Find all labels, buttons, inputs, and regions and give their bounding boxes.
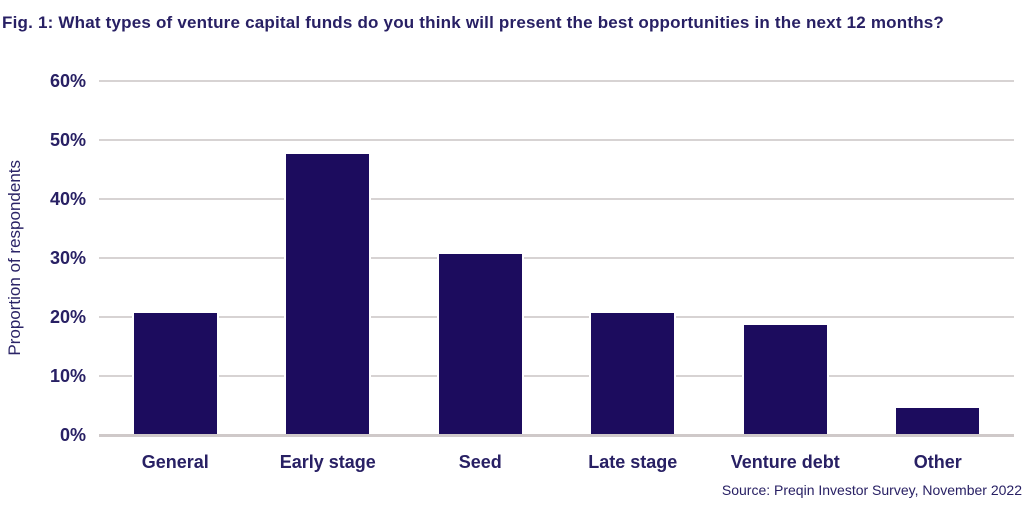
x-category-label: Late stage bbox=[588, 452, 678, 472]
gridline bbox=[99, 316, 1014, 318]
bar-general bbox=[131, 311, 219, 435]
bar-late-stage bbox=[589, 311, 677, 435]
gridline bbox=[99, 80, 1014, 82]
y-tick-label: 60% bbox=[49, 71, 86, 91]
x-category-label: Early stage bbox=[279, 452, 376, 472]
y-axis-tick-labels: 0% 10% 20% 30% 40% 50% 60% bbox=[0, 71, 86, 445]
bar-other bbox=[894, 405, 982, 435]
y-tick-label: 40% bbox=[49, 189, 86, 209]
y-tick-label: 20% bbox=[49, 307, 86, 327]
plot-area bbox=[99, 80, 1014, 435]
x-category-label: Venture debt bbox=[730, 452, 840, 472]
gridline bbox=[99, 139, 1014, 141]
y-tick-label: 10% bbox=[49, 366, 86, 386]
bar-venture-debt bbox=[741, 322, 829, 435]
bar-seed bbox=[436, 252, 524, 435]
bar-early-stage bbox=[284, 151, 372, 435]
gridline bbox=[99, 198, 1014, 200]
source-note: Source: Preqin Investor Survey, November… bbox=[721, 482, 1022, 498]
x-category-label: Other bbox=[913, 452, 962, 472]
x-axis-line bbox=[99, 434, 1014, 437]
gridline bbox=[99, 257, 1014, 259]
x-axis-category-labels: General Early stage Seed Late stage Venture … bbox=[99, 452, 1014, 473]
gridline bbox=[99, 375, 1014, 377]
y-tick-label: 0% bbox=[59, 425, 86, 445]
y-tick-label: 50% bbox=[49, 130, 86, 150]
chart-title: Fig. 1: What types of venture capital fu… bbox=[2, 13, 945, 32]
y-tick-label: 30% bbox=[49, 248, 86, 268]
x-category-label: Seed bbox=[458, 452, 502, 472]
x-category-label: General bbox=[141, 452, 209, 472]
